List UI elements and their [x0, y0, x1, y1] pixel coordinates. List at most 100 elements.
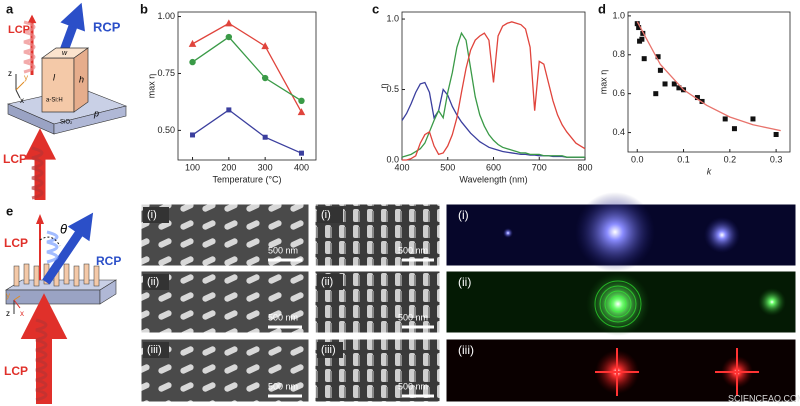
label: LCP [8, 24, 30, 36]
spot [575, 192, 655, 272]
polarization-wave [23, 20, 36, 74]
marker [261, 74, 269, 82]
label: x [20, 96, 24, 105]
lcp-arrow-head [27, 14, 37, 24]
plot-frame [627, 11, 791, 153]
y-tick-label: 0.5 [386, 84, 399, 94]
x-axis-label: Wavelength (nm) [459, 174, 527, 184]
label: (iii) [458, 343, 474, 357]
y-tick-label: 0.0 [386, 154, 399, 164]
x-tick-label: 100 [185, 162, 200, 172]
y-axis-label: η [378, 83, 388, 88]
plot-frame [177, 11, 317, 161]
marker [297, 108, 306, 116]
x-axis-label: k [707, 166, 712, 176]
marker [262, 134, 268, 140]
marker [640, 30, 646, 36]
panel-label: d [598, 1, 606, 16]
pillar [63, 263, 70, 285]
label: z [6, 309, 10, 318]
beam-head [36, 214, 44, 224]
spot [586, 272, 650, 336]
label: (ii) [458, 275, 471, 289]
x-tick-label: 600 [486, 162, 501, 172]
label: RCP [96, 254, 121, 268]
pillar-side [73, 47, 89, 113]
row-tag-bg [317, 274, 343, 290]
label: 500 nm [398, 312, 428, 322]
marker [639, 36, 645, 42]
pillar-front [41, 57, 75, 113]
label: RCP [93, 19, 121, 34]
rcp-arrow-head [60, 2, 85, 32]
marker [188, 39, 197, 47]
x-tick-label: 400 [394, 162, 409, 172]
label: a-Si:H [46, 98, 63, 104]
label: (i) [147, 209, 157, 221]
series-line [402, 21, 586, 161]
label: θ [60, 221, 67, 236]
substrate-side [99, 279, 117, 305]
marker [298, 150, 304, 156]
x-tick-label: 0.1 [677, 154, 690, 164]
label: y [6, 291, 10, 300]
angle-arc [39, 236, 61, 247]
y-tick-label: 0.4 [612, 127, 625, 137]
polarization-wave [35, 318, 48, 402]
label: y [24, 73, 28, 82]
label: l [53, 72, 56, 82]
marker [750, 116, 756, 122]
lcp-beam-head [20, 293, 68, 339]
substrate-top [4, 279, 118, 291]
y-tick-label: 1.0 [386, 13, 399, 23]
substrate-front [5, 289, 101, 305]
y-tick-label: 1.00 [157, 11, 175, 21]
polarization-wave [31, 146, 44, 200]
marker [634, 21, 640, 27]
series-line [192, 22, 303, 113]
marker [189, 58, 196, 66]
marker [298, 97, 305, 105]
label: x [20, 309, 24, 318]
x-tick-label: 0.3 [770, 154, 783, 164]
label: 500 nm [398, 245, 428, 255]
x-axis-label: Temperature (°C) [212, 174, 281, 184]
rcp-arrow-head [67, 212, 94, 242]
label: (i) [321, 209, 331, 221]
label: 500 nm [268, 245, 298, 255]
marker [676, 85, 682, 91]
y-tick-label: 0.75 [157, 68, 175, 78]
y-axis-label: max η [598, 70, 608, 95]
label: 500 nm [398, 381, 428, 391]
row-tag-bg [317, 207, 343, 223]
ring [594, 280, 642, 328]
label: h [79, 74, 84, 84]
axis-y [15, 81, 25, 91]
marker [225, 19, 233, 27]
series-line [401, 31, 585, 158]
label: p [93, 108, 99, 118]
marker [773, 132, 779, 137]
marker [662, 81, 668, 87]
polarization-wave [46, 230, 59, 264]
x-tick-label: 500 [440, 162, 455, 172]
row-tag-bg [143, 274, 169, 290]
marker [225, 33, 233, 41]
marker [226, 107, 232, 113]
spot [503, 228, 513, 238]
series-line [192, 109, 302, 154]
series-line [636, 21, 781, 132]
ring [599, 285, 637, 323]
label: 500 nm [268, 381, 298, 391]
plot-frame [401, 11, 586, 161]
label: (iii) [321, 344, 336, 356]
marker [653, 91, 659, 97]
x-tick-label: 800 [577, 162, 592, 172]
axis-y [13, 295, 21, 301]
label: SCIENCEAQ.COM [728, 393, 800, 403]
pillar [13, 265, 20, 287]
axis-x [13, 299, 21, 309]
marker [190, 132, 196, 138]
label: LCP [4, 236, 28, 250]
rcp-arrow [42, 223, 88, 285]
